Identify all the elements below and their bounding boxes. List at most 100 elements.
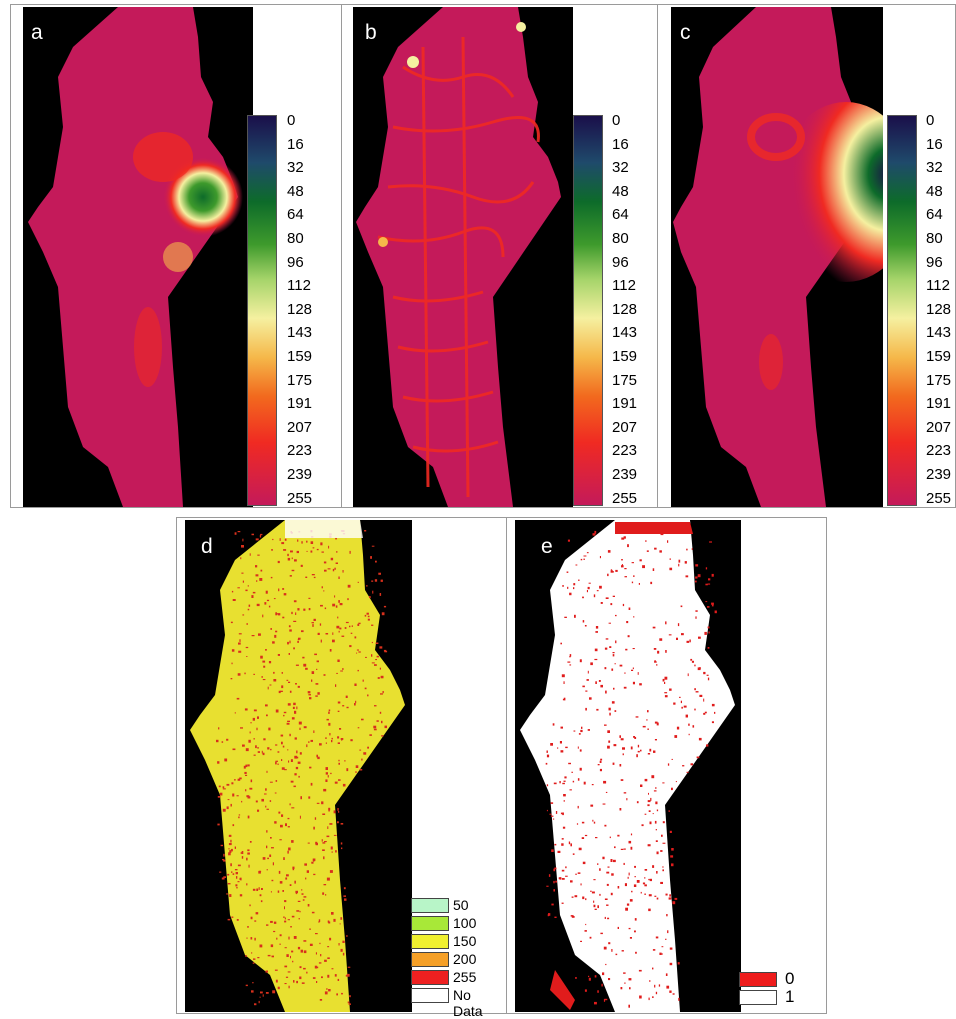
speckle-pixel [249,731,251,734]
speckle-pixel [257,957,260,959]
speckle-pixel [580,729,583,733]
speckle-pixel [295,664,299,666]
speckle-pixel [709,541,712,543]
speckle-pixel [217,823,220,826]
speckle-pixel [610,569,613,571]
speckle-pixel [584,989,587,992]
speckle-pixel [287,720,290,722]
speckle-pixel [655,829,657,831]
speckle-pixel [619,808,622,811]
speckle-pixel [217,796,221,798]
speckle-pixel [311,671,315,674]
speckle-pixel [382,691,384,694]
speckle-pixel [639,559,642,562]
speckle-pixel [246,623,248,625]
speckle-pixel [237,778,241,781]
speckle-pixel [622,603,625,607]
speckle-pixel [320,542,323,546]
colorbar-tick: 223 [612,442,638,460]
speckle-pixel [623,862,625,865]
speckle-pixel [340,670,343,672]
speckle-pixel [609,836,611,839]
speckle-pixel [584,625,587,627]
speckle-pixel [342,570,344,573]
speckle-pixel [275,780,278,782]
speckle-pixel [273,930,276,933]
speckle-pixel [371,580,374,582]
speckle-pixel [239,894,243,897]
speckle-pixel [240,727,243,729]
speckle-pixel [614,846,616,849]
speckle-pixel [252,717,255,721]
speckle-pixel [667,763,670,766]
speckle-pixel [259,944,263,948]
speckle-pixel [259,894,262,897]
speckle-pixel [628,872,630,876]
speckle-pixel [562,698,565,701]
speckle-pixel [614,663,616,665]
speckle-pixel [373,728,377,731]
speckle-pixel [334,595,336,598]
speckle-pixel [649,878,652,882]
speckle-pixel [296,750,298,754]
speckle-pixel [628,1004,630,1008]
speckle-pixel [594,658,598,661]
speckle-pixel [631,581,634,584]
speckle-pixel [338,630,340,633]
speckle-pixel [275,761,277,765]
speckle-pixel [227,883,231,885]
speckle-pixel [234,869,238,871]
speckle-pixel [592,533,596,536]
speckle-pixel [648,810,651,812]
speckle-pixel [345,621,349,624]
speckle-pixel [620,738,624,741]
speckle-pixel [290,759,293,762]
speckle-pixel [633,884,637,887]
speckle-pixel [303,726,307,729]
speckle-pixel [563,780,566,782]
speckle-pixel [337,736,340,739]
speckle-pixel [264,602,267,605]
speckle-pixel [275,630,278,633]
speckle-pixel [254,1003,257,1006]
speckle-pixel [578,733,581,735]
speckle-pixel [240,557,242,560]
speckle-pixel [610,892,613,896]
speckle-pixel [231,649,235,652]
speckle-pixel [260,991,263,994]
speckle-pixel [585,898,587,901]
speckle-pixel [561,838,564,840]
speckle-pixel [300,564,303,567]
speckle-pixel [621,565,624,568]
speckle-pixel [295,766,299,770]
speckle-pixel [321,551,324,553]
speckle-pixel [610,570,613,573]
speckle-pixel [634,865,636,868]
speckle-pixel [337,701,341,704]
speckle-pixel [311,622,314,624]
speckle-pixel [612,571,614,573]
speckle-pixel [697,574,701,578]
speckle-pixel [560,642,562,645]
speckle-pixel [607,745,610,749]
speckle-pixel [247,815,250,819]
speckle-pixel [581,821,585,824]
speckle-pixel [356,649,359,651]
speckle-pixel [323,561,327,564]
speckle-pixel [624,576,627,578]
speckle-pixel [607,550,611,553]
speckle-pixel [260,533,263,536]
speckle-pixel [567,539,570,542]
speckle-pixel [328,809,330,812]
speckle-pixel [230,621,233,624]
speckle-pixel [238,816,240,819]
speckle-pixel [623,792,627,794]
panel-label-c: c [680,21,691,44]
speckle-pixel [383,649,387,652]
speckle-pixel [371,654,373,657]
speckle-pixel [224,758,228,762]
speckle-pixel [267,747,270,750]
speckle-pixel [681,706,683,709]
speckle-pixel [296,756,299,759]
